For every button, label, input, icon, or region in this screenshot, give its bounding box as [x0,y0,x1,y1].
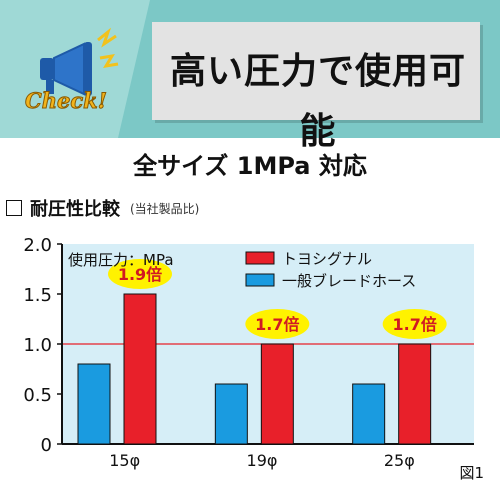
y-tick-label: 0 [41,435,52,456]
ratio-callout [245,309,310,339]
x-tick-label: 15φ [109,451,140,470]
chart-container: 0 0.5 1.0 1.5 2.0 1.9倍 15φ 1.7倍 19φ 1.7倍 25φ 使用圧力：M… [6,226,492,492]
sound-burst-icon [97,27,119,69]
ratio-callout [108,259,172,289]
section-heading: 耐圧性比較 (当社製品比) [6,196,199,220]
legend-label: 一般ブレードホース [282,272,416,290]
y-tick-label: 1.5 [23,285,52,306]
bar-general [214,383,248,445]
legend-swatch [245,273,275,287]
checkbox-icon [6,200,22,216]
title-panel [152,22,480,120]
bar-general [77,363,111,445]
check-badge: Check! [25,88,108,114]
section-title: 耐圧性比較 [30,199,120,220]
ratio-label: 1.7倍 [392,315,436,334]
bar-chart: 0 0.5 1.0 1.5 2.0 1.9倍 15φ 1.7倍 19φ 1.7倍 25φ 使用圧力：M… [23,235,484,482]
y-tick-label: 2.0 [23,235,52,256]
figure-label: 図1 [459,464,484,482]
bar-toyosignal [123,293,157,445]
megaphone-icon [0,0,150,138]
unit-label: 使用圧力：MPa [68,251,174,269]
y-tick-label: 1.0 [23,335,52,356]
banner-title: 高い圧力で使用可能 [169,51,466,152]
ratio-callout [382,309,447,339]
subtitle: 全サイズ 1MPa 対応 [133,152,367,180]
bar-general [352,383,386,445]
ratio-label: 1.9倍 [118,265,162,284]
section-note: (当社製品比) [130,201,200,216]
x-tick-label: 19φ [247,451,278,470]
bar-toyosignal [260,343,294,445]
legend-swatch [245,251,275,265]
header-banner: Check! 高い圧力で使用可能 [0,0,500,152]
y-tick-label: 0.5 [23,385,52,406]
legend-label: トヨシグナル [282,250,372,268]
ratio-label: 1.7倍 [255,315,299,334]
x-tick-label: 25φ [384,451,415,470]
bar-toyosignal [398,343,432,445]
